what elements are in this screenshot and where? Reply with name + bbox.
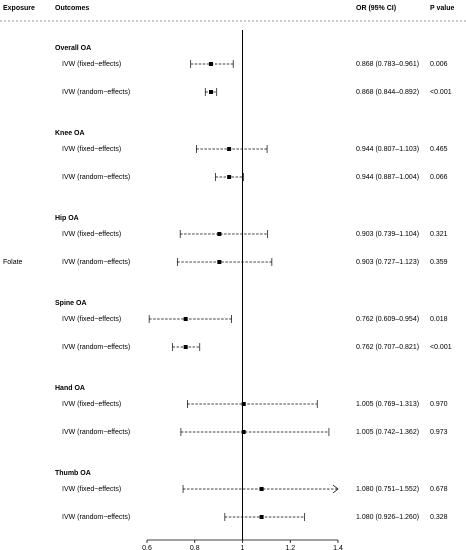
column-header: P value bbox=[430, 5, 454, 12]
method-label: IVW (fixed−effects) bbox=[62, 146, 121, 153]
point-estimate bbox=[208, 90, 213, 94]
p-value: 0.066 bbox=[430, 174, 448, 181]
method-label: IVW (random−effects) bbox=[62, 174, 130, 181]
estimate-label: 0.868 (0.844–0.892) bbox=[356, 89, 419, 96]
estimate-label: 0.944 (0.887–1.004) bbox=[356, 174, 419, 181]
method-label: IVW (fixed−effects) bbox=[62, 401, 121, 408]
p-value: 0.328 bbox=[430, 514, 448, 521]
x-tick-label: 1 bbox=[241, 545, 245, 550]
point-estimate bbox=[217, 232, 222, 236]
x-tick-label: 1.2 bbox=[285, 545, 295, 550]
p-value: 0.359 bbox=[430, 259, 448, 266]
estimate-label: 0.762 (0.609–0.954) bbox=[356, 316, 419, 323]
group-title: Knee OA bbox=[55, 130, 85, 137]
point-estimate bbox=[183, 345, 188, 349]
method-label: IVW (fixed−effects) bbox=[62, 486, 121, 493]
point-estimate bbox=[227, 175, 232, 179]
point-estimate bbox=[259, 487, 264, 491]
point-estimate bbox=[208, 62, 213, 66]
p-value: 0.006 bbox=[430, 61, 448, 68]
method-label: IVW (random−effects) bbox=[62, 514, 130, 521]
method-label: IVW (fixed−effects) bbox=[62, 316, 121, 323]
estimate-label: 0.903 (0.727–1.123) bbox=[356, 259, 419, 266]
method-label: IVW (random−effects) bbox=[62, 344, 130, 351]
point-estimate bbox=[183, 317, 188, 321]
method-label: IVW (fixed−effects) bbox=[62, 231, 121, 238]
group-title: Thumb OA bbox=[55, 470, 91, 477]
point-estimate bbox=[259, 515, 264, 519]
method-label: IVW (fixed−effects) bbox=[62, 61, 121, 68]
p-value: 0.018 bbox=[430, 316, 448, 323]
estimate-label: 0.903 (0.739–1.104) bbox=[356, 231, 419, 238]
p-value: <0.001 bbox=[430, 344, 452, 351]
p-value: 0.465 bbox=[430, 146, 448, 153]
exposure-label: Folate bbox=[3, 259, 23, 266]
point-estimate bbox=[217, 260, 222, 264]
estimate-label: 1.005 (0.769–1.313) bbox=[356, 401, 419, 408]
column-header: Exposure bbox=[3, 5, 35, 12]
x-tick-label: 1.4 bbox=[333, 545, 343, 550]
estimate-label: 0.868 (0.783–0.961) bbox=[356, 61, 419, 68]
point-estimate bbox=[227, 147, 232, 151]
point-estimate bbox=[241, 430, 246, 434]
estimate-label: 0.762 (0.707–0.821) bbox=[356, 344, 419, 351]
method-label: IVW (random−effects) bbox=[62, 429, 130, 436]
estimate-label: 1.080 (0.751–1.552) bbox=[356, 486, 419, 493]
p-value: 0.973 bbox=[430, 429, 448, 436]
ci-arrow bbox=[332, 484, 339, 494]
method-label: IVW (random−effects) bbox=[62, 89, 130, 96]
x-tick-label: 0.6 bbox=[142, 545, 152, 550]
p-value: 0.321 bbox=[430, 231, 448, 238]
group-title: Spine OA bbox=[55, 300, 87, 307]
point-estimate bbox=[241, 402, 246, 406]
column-header: Outcomes bbox=[55, 5, 89, 12]
estimate-label: 0.944 (0.807–1.103) bbox=[356, 146, 419, 153]
group-title: Hand OA bbox=[55, 385, 85, 392]
method-label: IVW (random−effects) bbox=[62, 259, 130, 266]
p-value: 0.678 bbox=[430, 486, 448, 493]
estimate-label: 1.005 (0.742–1.362) bbox=[356, 429, 419, 436]
group-title: Overall OA bbox=[55, 45, 91, 52]
estimate-label: 1.080 (0.926–1.260) bbox=[356, 514, 419, 521]
column-header: OR (95% CI) bbox=[356, 5, 396, 12]
p-value: 0.970 bbox=[430, 401, 448, 408]
group-title: Hip OA bbox=[55, 215, 79, 222]
x-tick-label: 0.8 bbox=[190, 545, 200, 550]
p-value: <0.001 bbox=[430, 89, 452, 96]
